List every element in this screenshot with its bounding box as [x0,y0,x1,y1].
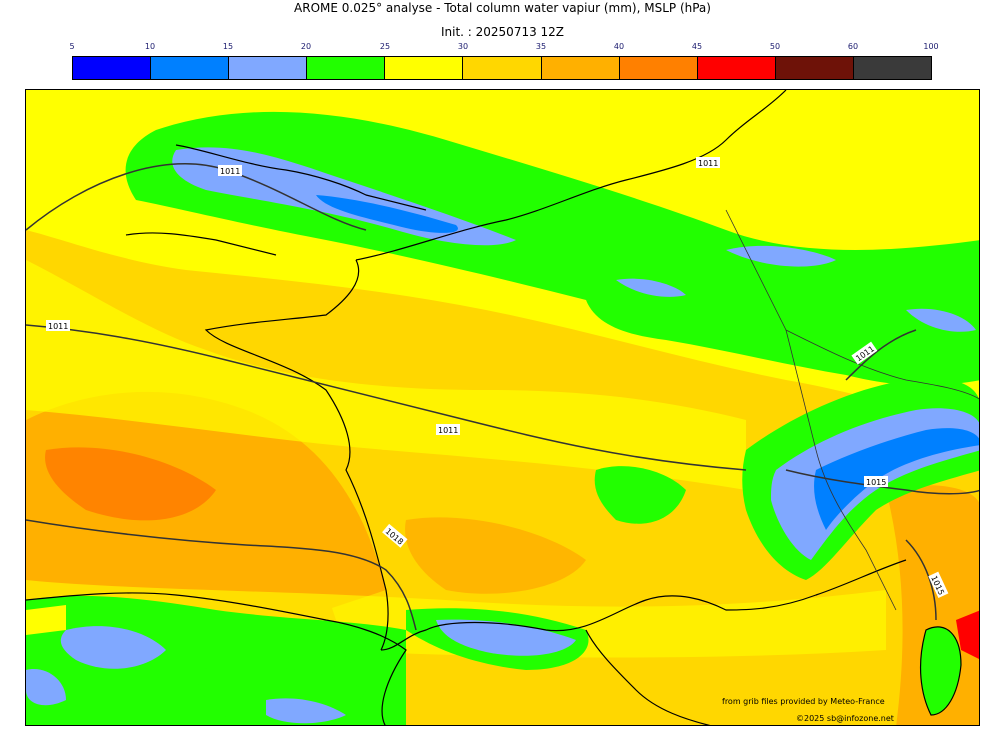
isobar-label: 1011 [220,167,240,176]
jura-green [594,466,686,524]
corsica-coast [919,626,962,716]
colorbar-segment [619,57,698,79]
coast-yellow [26,605,66,635]
colorbar-tick: 35 [535,42,547,51]
isobars [26,163,979,631]
tcwv-field-25-30-mid [26,260,746,490]
colorbar-segment [853,57,932,79]
colorbar-tick: 45 [691,42,703,51]
colorbar-tick: 30 [457,42,469,51]
colorbar-segment [151,57,230,79]
france-italy-border [815,449,897,611]
coastlines [26,90,962,725]
spain-east-coast [585,629,711,725]
colorbar-segment [541,57,620,79]
source-credit: from grib files provided by Meteo-France [722,697,885,706]
colorbar-tick: 60 [847,42,859,51]
copyright-credit: ©2025 sb@infozone.net [796,714,894,723]
tcwv-field-15-20-mid [616,278,686,297]
colorbar-segment [229,57,308,79]
south-lightblue-2 [266,698,346,724]
init-time: Init. : 20250713 12Z [440,25,565,39]
tcwv-field-10-15 [316,195,458,233]
isobar-1018-sw [26,519,417,631]
borders [725,209,979,611]
colorbar-segment [697,57,776,79]
isobar-label: 1011 [698,159,718,168]
spain-north-coast [26,592,407,725]
map-title: AROME 0.025° analyse - Total column wate… [294,1,711,15]
isobar-label: 1011 [438,426,458,435]
tcwv-field-20-25 [125,111,979,365]
tcwv-field-15-20-east [726,245,836,267]
tcwv-field-20-25-east [586,300,979,386]
colorbar-tick: 20 [300,42,312,51]
colorbar-tick: 40 [613,42,625,51]
colorbar-tick: 50 [769,42,781,51]
tcwv-field-35-40-center [405,517,586,594]
south-lightblue-west [26,669,66,706]
corsica-green [920,626,961,715]
channel-coast [355,90,787,261]
map-canvas: 1011 1011 1011 1011 1011 1015 1018 1015 [26,90,979,725]
isobar-1011-ne [845,329,917,381]
france-south-coast [380,559,907,651]
colorbar-tick: 25 [379,42,391,51]
isobar-label: 1011 [48,322,68,331]
isobar-1015-alps [785,469,979,495]
tcwv-field-45-50 [956,610,979,659]
colorbar [72,56,932,80]
weather-map: 1011 1011 1011 1011 1011 1015 1018 1015 [25,89,980,726]
south-lightblue [60,626,166,669]
south-green-3 [276,633,356,668]
germany-swiss-border [785,329,979,400]
channel-islands-coast [125,232,277,256]
colorbar-segment [775,57,854,79]
tcwv-field-40-45 [45,447,217,521]
isobar-label: 1015 [866,478,886,487]
colorbar-segment [385,57,464,79]
colorbar-segment [73,57,152,79]
alps-blue [814,428,979,530]
colorbar-segment [463,57,542,79]
colorbar-tick: 10 [144,42,156,51]
tcwv-field-15-20-ne [906,308,976,332]
colorbar-segment [307,57,386,79]
england-south-coast [175,144,427,211]
france-west-coast [204,259,389,651]
colorbar-tick: 100 [923,42,939,51]
colorbar-tick: 5 [69,42,75,51]
colorbar-tick: 15 [222,42,234,51]
pyrenees-lightblue [436,619,576,656]
isobar-1011-mid [26,324,747,471]
